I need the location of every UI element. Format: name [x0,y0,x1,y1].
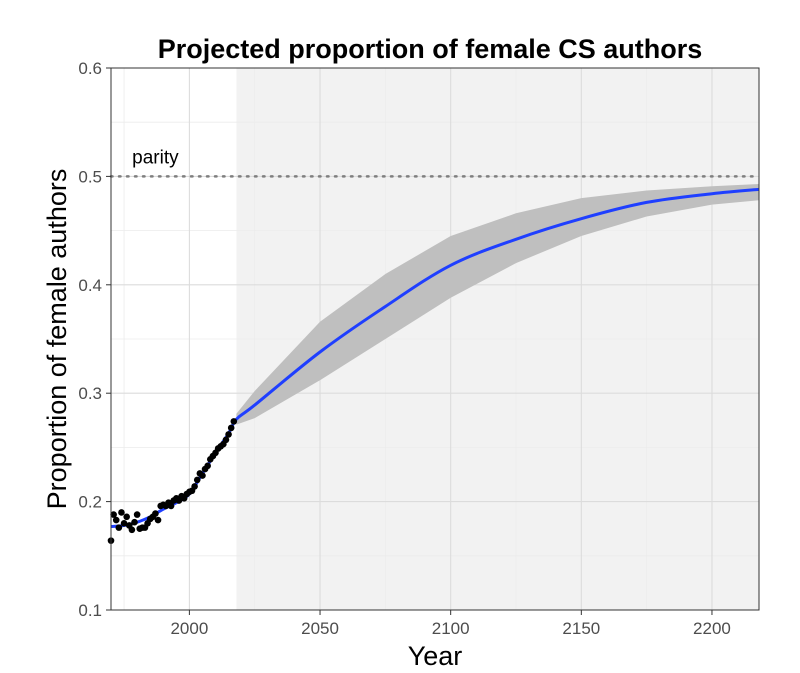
observed-points [107,418,238,544]
y-tick-label: 0.2 [78,493,102,512]
data-point [193,476,201,484]
data-point [120,519,128,527]
plot-panel: parity [107,67,761,611]
data-point [230,418,238,425]
data-point [123,513,130,521]
plot-border [110,67,760,611]
y-axis-label: Proportion of female authors [42,169,72,510]
x-axis-ticks: 2000 2050 2100 2150 2200 [170,610,731,638]
data-point [191,483,198,490]
parity-label: parity [132,147,179,168]
data-point [112,516,120,524]
x-tick-label: 2000 [170,619,208,638]
data-point [154,516,162,524]
y-tick-label: 0.3 [78,384,102,403]
x-tick-label: 2100 [432,619,470,638]
x-tick-label: 2200 [693,619,731,638]
data-point [152,510,159,517]
data-point [225,431,232,438]
data-point [128,526,136,534]
data-point [222,436,230,444]
data-point [133,511,141,518]
x-axis-label: Year [408,641,463,671]
x-tick-label: 2150 [562,619,600,638]
y-axis-ticks: 0.1 0.2 0.3 0.4 0.5 0.6 [78,59,111,620]
y-tick-label: 0.5 [78,167,102,186]
y-tick-label: 0.6 [78,59,102,78]
y-tick-label: 0.4 [78,276,102,295]
data-point [118,509,125,516]
data-point [131,518,138,526]
x-tick-label: 2050 [301,619,339,638]
data-point [199,472,206,479]
confidence-band [236,184,759,425]
chart-title: Projected proportion of female CS author… [158,34,703,64]
data-point [167,502,175,510]
data-point [227,424,235,432]
data-point [115,524,123,531]
data-point [204,462,211,470]
data-point [110,511,117,518]
y-tick-label: 0.1 [78,601,102,620]
